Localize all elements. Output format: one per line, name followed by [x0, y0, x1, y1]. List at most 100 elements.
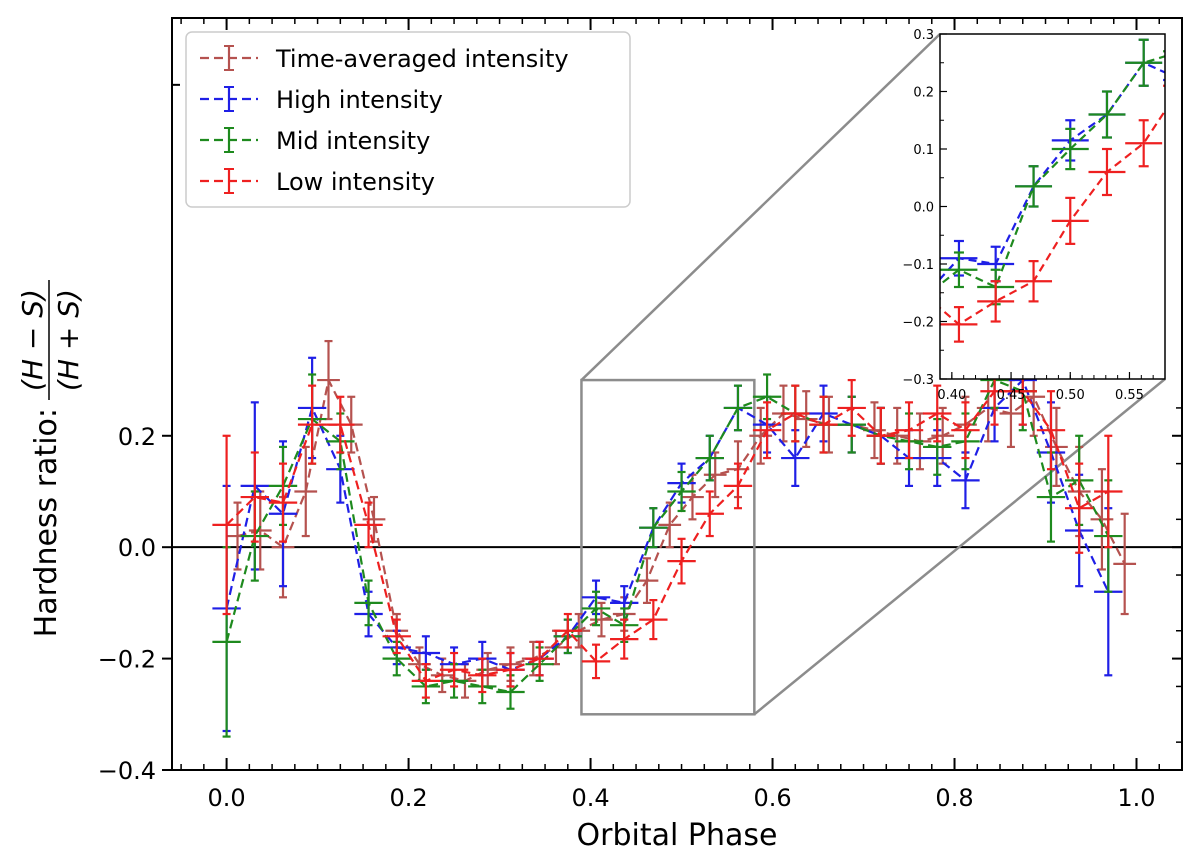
- legend-label: Low intensity: [276, 168, 435, 196]
- data-point: [681, 281, 718, 316]
- inset-y-tick-label: 0.3: [913, 28, 934, 43]
- data-point: [439, 651, 469, 688]
- data-point: [681, 293, 718, 328]
- legend-label: High intensity: [276, 86, 443, 114]
- data-point: [362, 495, 386, 543]
- data-point: [719, 333, 756, 368]
- data-point: [749, 406, 773, 465]
- data-point: [460, 207, 497, 403]
- data-point: [695, 490, 724, 538]
- data-point: [809, 395, 838, 454]
- y-tick-label: −0.2: [98, 646, 156, 674]
- x-axis-label: Orbital Phase: [577, 818, 778, 852]
- data-point: [723, 462, 753, 510]
- data-point: [639, 507, 668, 549]
- data-point: [553, 612, 583, 649]
- inset-y-tick-label: 0.2: [913, 86, 934, 101]
- data-point: [1015, 165, 1053, 208]
- data-point: [212, 434, 241, 616]
- data-point: [695, 434, 724, 482]
- series-line: [225, 390, 1109, 683]
- inset-x-tick-label: 0.55: [1115, 388, 1144, 403]
- data-point: [1088, 90, 1126, 139]
- data-point: [610, 618, 639, 660]
- data-point: [977, 280, 1015, 323]
- data-point: [781, 384, 810, 443]
- data-point: [240, 451, 269, 543]
- legend-label: Time-averaged intensity: [275, 45, 569, 73]
- data-point: [940, 297, 941, 300]
- data-point: [792, 304, 829, 339]
- zoom-indicator: [580, 33, 1166, 716]
- inset-y-tick-label: 0.0: [913, 201, 934, 216]
- zoom-rectangle: [580, 378, 756, 716]
- data-point: [867, 304, 904, 339]
- x-tick-label: 0.6: [753, 784, 791, 812]
- data-point: [756, 327, 793, 362]
- y-axis-label: Hardness ratio: (H − S) (H + S): [16, 280, 85, 637]
- data-point: [354, 501, 383, 549]
- data-point: [723, 384, 753, 432]
- inset-y-tick-label: −0.3: [902, 373, 934, 388]
- data-point: [658, 501, 682, 549]
- data-point: [752, 401, 782, 460]
- data-point: [792, 322, 829, 357]
- data-point: [940, 306, 978, 343]
- data-point: [635, 557, 659, 604]
- legend-label: Mid intensity: [276, 127, 430, 155]
- data-point: [894, 401, 924, 460]
- main-axes: [171, 17, 1183, 771]
- legend-entry: Time-averaged intensity: [200, 45, 569, 73]
- x-tick-label: 0.4: [571, 784, 609, 812]
- data-point: [468, 657, 497, 694]
- series-line: [940, 61, 1165, 281]
- data-point: [923, 384, 952, 443]
- data-point: [703, 451, 727, 499]
- data-point: [829, 316, 866, 351]
- y-tick-label: 0.0: [118, 534, 156, 562]
- main-ticks: 0.0 0.2 0.4 0.6 0.8 1.0 −0.4 −0.2 0.0 0.2: [98, 18, 1182, 812]
- data-point: [1113, 512, 1137, 616]
- y-axis-label-denominator: (H + S): [52, 289, 85, 391]
- data-point: [1051, 196, 1089, 245]
- data-point: [525, 640, 554, 677]
- data-point: [940, 291, 941, 294]
- legend-entry: Mid intensity: [200, 127, 430, 155]
- data-point: [644, 253, 681, 299]
- inset-x-tick-label: 0.40: [937, 388, 966, 403]
- series-line: [225, 378, 1110, 694]
- data-point: [667, 537, 696, 585]
- main-series-mid-intensity: [212, 351, 1123, 738]
- inset-x-tick-label: 0.45: [997, 388, 1026, 403]
- x-tick-label: 0.2: [389, 784, 427, 812]
- data-point: [794, 390, 818, 449]
- data-point: [667, 470, 696, 513]
- inset-plot: 0.40 0.45 0.50 0.55 −0.3 −0.2 −0.1 0.0 0.1 0.2 0.3: [460, 28, 1166, 403]
- data-point: [1051, 127, 1089, 171]
- data-point: [326, 395, 355, 454]
- data-point: [354, 579, 383, 627]
- data-point: [382, 618, 411, 655]
- plot-frame: [171, 17, 1183, 771]
- legend-entry: Low intensity: [200, 168, 435, 196]
- data-point: [248, 490, 272, 571]
- zoom-connector-bottom: [753, 378, 1166, 716]
- inset-background: [940, 34, 1165, 379]
- data-point: [837, 378, 866, 437]
- main-series-low-intensity: [212, 356, 1123, 699]
- legend-entry: High intensity: [200, 86, 443, 114]
- data-point: [1090, 468, 1114, 571]
- data-point: [639, 599, 668, 641]
- series-line: [225, 378, 1110, 671]
- legend-frame: [185, 31, 631, 208]
- inset-y-tick-label: 0.1: [913, 143, 934, 158]
- data-point: [581, 643, 611, 680]
- inset-y-tick-label: −0.2: [902, 316, 934, 331]
- data-point: [1125, 38, 1163, 87]
- data-point: [867, 304, 904, 339]
- data-point: [644, 241, 681, 287]
- x-tick-label: 1.0: [1117, 784, 1155, 812]
- data-point: [951, 401, 980, 460]
- data-point: [829, 339, 866, 374]
- data-point: [1036, 390, 1066, 471]
